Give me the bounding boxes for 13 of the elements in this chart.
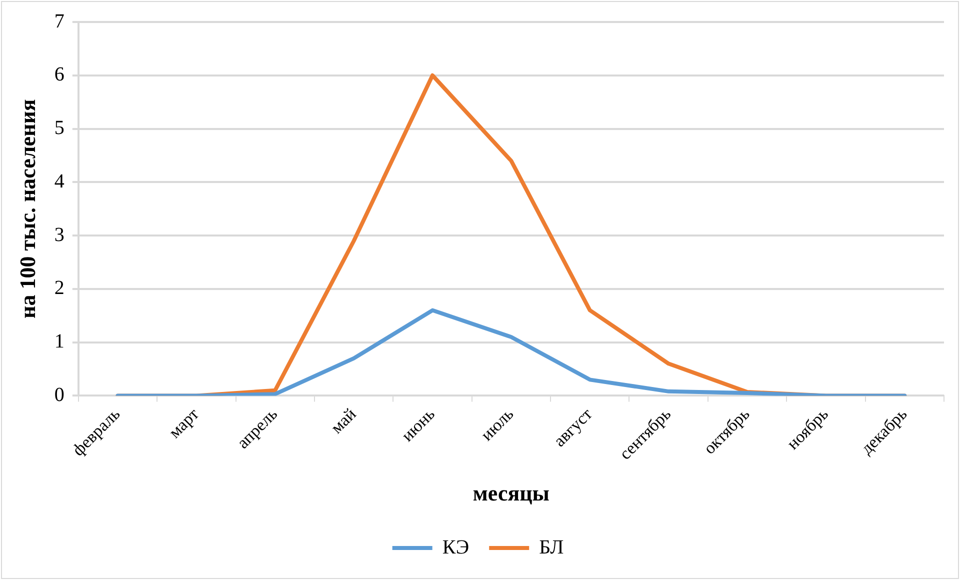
y-tick-label: 3: [54, 224, 64, 246]
y-tick-label: 2: [54, 277, 64, 300]
y-tick-label: 6: [54, 64, 64, 86]
y-tick-label: 4: [54, 170, 64, 192]
legend-label: БЛ: [539, 536, 564, 558]
y-tick-label: 5: [54, 117, 64, 140]
y-tick-label: 1: [54, 330, 64, 353]
y-tick-label: 7: [54, 10, 64, 32]
y-axis-title: на 100 тыс. населения: [14, 99, 40, 318]
y-tick-label: 0: [54, 384, 64, 406]
x-tick-label: май: [327, 404, 360, 438]
legend-label: КЭ: [442, 536, 470, 558]
x-axis-title: месяцы: [472, 480, 550, 506]
